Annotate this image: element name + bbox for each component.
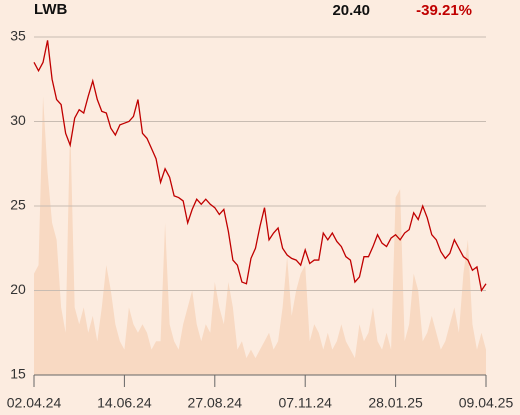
change: -39.21% xyxy=(416,2,472,19)
x-tick-label: 09.04.25 xyxy=(459,395,514,411)
ticker: LWB xyxy=(34,1,67,18)
x-tick-label: 28.01.25 xyxy=(368,395,423,411)
y-tick-label: 25 xyxy=(10,197,26,213)
y-tick-label: 30 xyxy=(10,112,26,128)
price-line xyxy=(33,40,487,293)
y-tick-label: 15 xyxy=(10,366,26,382)
y-tick-label: 35 xyxy=(10,28,26,44)
x-tick-label: 27.08.24 xyxy=(188,395,243,411)
y-tick-label: 20 xyxy=(10,281,26,297)
x-tick-label: 14.06.24 xyxy=(97,395,152,411)
last-value: 20.40 xyxy=(332,2,370,19)
volume-area xyxy=(34,96,486,376)
x-tick-label: 07.11.24 xyxy=(278,395,332,411)
x-tick-label: 02.04.24 xyxy=(7,395,62,411)
